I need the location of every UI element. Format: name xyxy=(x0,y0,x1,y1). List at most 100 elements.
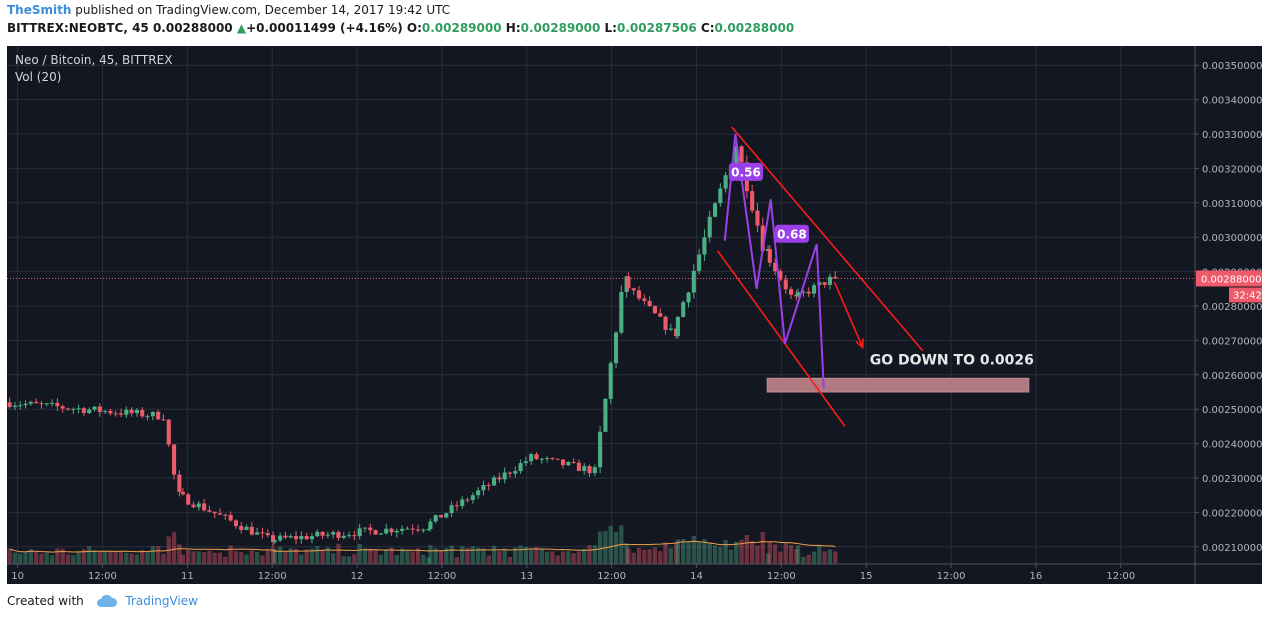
candle-body xyxy=(394,530,399,533)
volume-bar xyxy=(529,549,534,564)
volume-ma-line xyxy=(9,540,836,553)
candle-body xyxy=(352,535,357,537)
candle-body xyxy=(444,513,449,518)
y-tick-label: 0.00270000 xyxy=(1202,336,1262,347)
volume-bar xyxy=(270,547,276,564)
candle-body xyxy=(60,406,65,409)
volume-bar xyxy=(60,548,65,564)
candle-body xyxy=(180,491,185,495)
volume-bar xyxy=(658,551,663,564)
x-tick-label: 13 xyxy=(520,571,533,582)
candle-body xyxy=(642,298,647,301)
volume-bar xyxy=(582,548,587,564)
channel-line xyxy=(731,126,924,352)
candle-body xyxy=(739,146,744,163)
volume-bar xyxy=(55,548,60,564)
y-tick-label: 0.00240000 xyxy=(1202,440,1262,451)
candle-body xyxy=(783,279,788,290)
candle-body xyxy=(426,528,431,530)
volume-bar xyxy=(124,552,129,564)
pattern-line xyxy=(723,133,825,389)
candle-body xyxy=(592,467,597,474)
volume-bar xyxy=(255,551,260,564)
candle-body xyxy=(750,191,755,211)
volume-bar xyxy=(794,549,799,564)
volume-bars xyxy=(7,525,838,564)
candle-body xyxy=(134,410,139,414)
candle-body xyxy=(410,528,415,530)
candle-body xyxy=(486,485,491,487)
volume-bar xyxy=(233,551,239,564)
volume-bar xyxy=(691,535,696,564)
candle-body xyxy=(150,411,155,417)
candle-body xyxy=(368,527,373,531)
ratio-label-box xyxy=(774,224,809,243)
x-tick-label: 12:00 xyxy=(427,571,456,582)
candle-body xyxy=(619,291,624,333)
volume-bar xyxy=(288,548,293,564)
candle-body xyxy=(613,332,619,364)
candle-body xyxy=(108,410,113,414)
volume-bar xyxy=(277,546,283,564)
publish-line: TheSmith published on TradingView.com, D… xyxy=(7,3,450,17)
volume-bar xyxy=(712,545,718,564)
high-value: 0.00289000 xyxy=(520,21,601,35)
volume-bar xyxy=(428,545,433,564)
candle-body xyxy=(113,413,118,415)
last-price-text: 0.00288000 xyxy=(1201,274,1261,285)
volume-bar xyxy=(811,551,817,564)
volume-bar xyxy=(92,550,97,564)
series-legend: Neo / Bitcoin, 45, BITTREX xyxy=(15,53,173,67)
volume-bar xyxy=(97,550,102,564)
tradingview-link[interactable]: TradingView xyxy=(125,594,198,608)
candle-body xyxy=(283,535,288,538)
volume-bar xyxy=(550,551,555,564)
candle-body xyxy=(723,175,728,189)
volume-bar xyxy=(822,551,827,564)
candle-body xyxy=(449,505,454,514)
volume-bar xyxy=(140,550,145,564)
y-tick-label: 0.00210000 xyxy=(1202,543,1262,554)
candle-body xyxy=(50,402,55,404)
volume-bar xyxy=(145,551,150,564)
candle-body xyxy=(465,499,470,501)
volume-bar xyxy=(76,551,81,564)
candle-body xyxy=(712,203,718,217)
grid xyxy=(7,46,1195,564)
candle-body xyxy=(202,503,207,511)
volume-bar xyxy=(481,548,486,564)
volume-bar xyxy=(283,551,288,564)
candle-body xyxy=(555,458,560,460)
y-tick-label: 0.00310000 xyxy=(1202,199,1262,210)
y-tick-label: 0.00330000 xyxy=(1202,130,1262,141)
chart-panel[interactable]: 0.56 0.68 GO DOWN TO 0.0026 0.00350000 0.003… xyxy=(7,46,1262,584)
candle-body xyxy=(571,461,576,463)
candle-body xyxy=(502,472,507,480)
y-tick-label: 0.00350000 xyxy=(1202,61,1262,72)
volume-bar xyxy=(410,551,415,564)
volume-bar xyxy=(827,549,833,564)
candle-body xyxy=(320,531,325,536)
author-link[interactable]: TheSmith xyxy=(7,3,72,17)
volume-bar xyxy=(336,543,341,564)
candle-body xyxy=(476,490,481,496)
annotation-text: GO DOWN TO 0.0026 xyxy=(870,352,1034,368)
candle-body xyxy=(384,528,389,534)
volume-bar xyxy=(362,548,368,564)
candle-body xyxy=(545,458,550,460)
symbol-name: BITTREX:NEOBTC, 45 xyxy=(7,21,149,35)
candle-body xyxy=(603,398,608,432)
volume-bar xyxy=(12,552,18,564)
candle-body xyxy=(518,463,523,472)
volume-bar xyxy=(613,531,619,564)
volume-bar xyxy=(171,532,177,564)
candle-body xyxy=(827,276,832,285)
close-value: 0.00288000 xyxy=(714,21,795,35)
volume-bar xyxy=(239,552,244,564)
volume-bar xyxy=(191,551,196,564)
candle-body xyxy=(233,520,238,526)
volume-bar xyxy=(744,534,749,564)
candle-body xyxy=(529,454,534,462)
volume-bar xyxy=(23,551,28,564)
